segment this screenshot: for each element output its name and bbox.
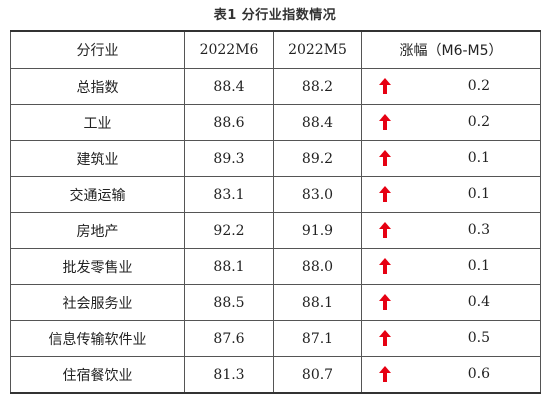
cell-2022m6: 88.1 [184, 248, 274, 285]
cell-2022m5: 88.4 [273, 104, 362, 141]
cell-industry: 工业 [10, 104, 185, 141]
cell-2022m6: 88.6 [184, 104, 274, 141]
cell-industry: 住宿餐饮业 [10, 356, 185, 394]
cell-change: 0.1 [361, 248, 541, 285]
cell-2022m6: 89.3 [184, 140, 274, 177]
cell-2022m6: 88.5 [184, 284, 274, 321]
table-row: 房地产 92.2 91.9 0.3 [10, 212, 541, 249]
cell-change: 0.2 [361, 68, 541, 105]
change-value: 0.4 [467, 294, 490, 310]
cell-industry: 社会服务业 [10, 284, 185, 321]
cell-industry: 批发零售业 [10, 248, 185, 285]
change-value: 0.1 [467, 186, 490, 202]
cell-2022m5: 88.0 [273, 248, 362, 285]
cell-industry: 信息传输软件业 [10, 320, 185, 357]
change-value: 0.1 [467, 258, 490, 274]
change-value: 0.1 [467, 150, 490, 166]
up-arrow-icon [379, 294, 391, 310]
up-arrow-icon [379, 366, 391, 382]
table-row: 工业 88.6 88.4 0.2 [10, 104, 541, 141]
cell-2022m5: 80.7 [273, 356, 362, 394]
header-change: 涨幅（M6-M5） [361, 30, 541, 69]
table-row: 交通运输 83.1 83.0 0.1 [10, 176, 541, 213]
cell-change: 0.2 [361, 104, 541, 141]
cell-2022m6: 83.1 [184, 176, 274, 213]
cell-change: 0.1 [361, 176, 541, 213]
up-arrow-icon [379, 114, 391, 130]
change-value: 0.2 [467, 78, 490, 94]
cell-change: 0.1 [361, 140, 541, 177]
table-row: 社会服务业 88.5 88.1 0.4 [10, 284, 541, 321]
cell-change: 0.6 [361, 356, 541, 394]
change-value: 0.6 [467, 366, 490, 382]
up-arrow-icon [379, 222, 391, 238]
cell-change: 0.4 [361, 284, 541, 321]
table-caption: 表1 分行业指数情况 [213, 8, 337, 23]
cell-industry: 交通运输 [10, 176, 185, 213]
cell-2022m5: 91.9 [273, 212, 362, 249]
up-arrow-icon [379, 258, 391, 274]
header-industry: 分行业 [10, 30, 185, 69]
cell-2022m5: 83.0 [273, 176, 362, 213]
cell-2022m5: 89.2 [273, 140, 362, 177]
up-arrow-icon [379, 78, 391, 94]
cell-change: 0.5 [361, 320, 541, 357]
cell-2022m6: 87.6 [184, 320, 274, 357]
industry-index-table: 分行业 2022M6 2022M5 涨幅（M6-M5） 总指数 88.4 88.2 0… [10, 30, 541, 394]
cell-industry: 建筑业 [10, 140, 185, 177]
table-header-row: 分行业 2022M6 2022M5 涨幅（M6-M5） [10, 30, 541, 69]
up-arrow-icon [379, 330, 391, 346]
change-value: 0.3 [467, 222, 490, 238]
table-row: 建筑业 89.3 89.2 0.1 [10, 140, 541, 177]
cell-2022m5: 88.2 [273, 68, 362, 105]
table-row: 住宿餐饮业 81.3 80.7 0.6 [10, 356, 541, 394]
table-row: 批发零售业 88.1 88.0 0.1 [10, 248, 541, 285]
change-value: 0.2 [467, 114, 490, 130]
table-row: 总指数 88.4 88.2 0.2 [10, 68, 541, 105]
table-body: 总指数 88.4 88.2 0.2 工业 88.6 88.4 0.2 建筑业 89.3 89.2 0.… [10, 68, 541, 394]
cell-2022m6: 88.4 [184, 68, 274, 105]
cell-2022m5: 88.1 [273, 284, 362, 321]
header-2022m5: 2022M5 [273, 30, 362, 69]
table-row: 信息传输软件业 87.6 87.1 0.5 [10, 320, 541, 357]
up-arrow-icon [379, 150, 391, 166]
cell-2022m5: 87.1 [273, 320, 362, 357]
up-arrow-icon [379, 186, 391, 202]
cell-industry: 总指数 [10, 68, 185, 105]
cell-2022m6: 81.3 [184, 356, 274, 394]
change-value: 0.5 [467, 330, 490, 346]
cell-2022m6: 92.2 [184, 212, 274, 249]
cell-change: 0.3 [361, 212, 541, 249]
cell-industry: 房地产 [10, 212, 185, 249]
header-2022m6: 2022M6 [184, 30, 274, 69]
